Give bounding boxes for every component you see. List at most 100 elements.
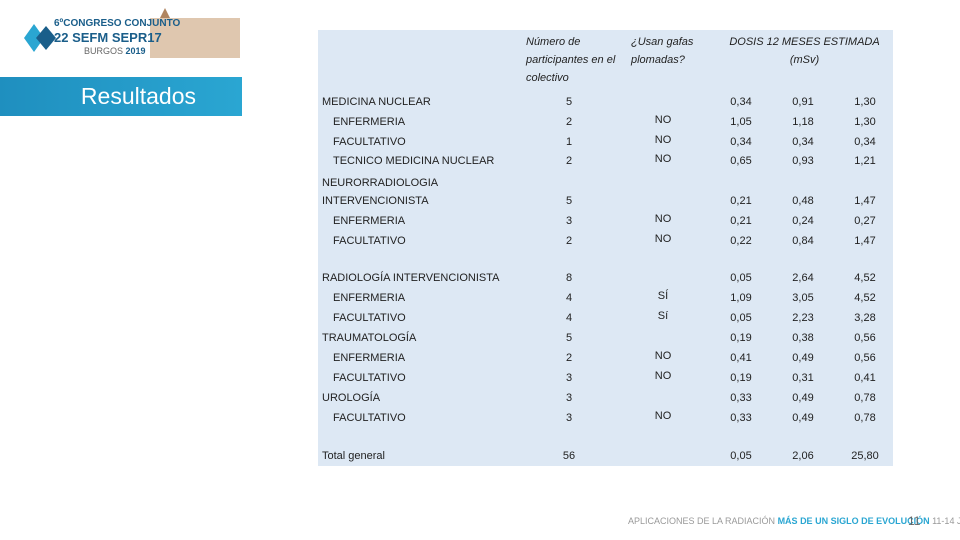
- dose: 2,23: [792, 312, 814, 324]
- dose: 0,34: [730, 136, 752, 148]
- dose: 0,78: [854, 392, 876, 404]
- logo-line3: BURGOS 2019: [84, 46, 146, 56]
- dose: 0,91: [792, 96, 814, 108]
- dose: 0,33: [730, 392, 752, 404]
- dose: 1,21: [854, 155, 876, 167]
- row-label: TRAUMATOLOGÍA: [322, 332, 417, 344]
- cathedral: [160, 8, 170, 18]
- dose: 0,93: [792, 155, 814, 167]
- logo-text: CONGRESO CONJUNTO: [63, 18, 181, 29]
- dose: 1,30: [854, 116, 876, 128]
- participants: 2: [565, 116, 573, 128]
- dose: 1,09: [730, 292, 752, 304]
- logo-shape: [24, 24, 44, 52]
- logo-graphic: [24, 8, 240, 58]
- dose: 0,24: [792, 215, 814, 227]
- header-goggles: ¿Usan gafas plomadas?: [631, 36, 694, 66]
- dose: 0,49: [792, 352, 814, 364]
- goggles: NO: [654, 410, 672, 422]
- dose: 0,27: [854, 215, 876, 227]
- row-label: FACULTATIVO: [333, 136, 406, 148]
- cathedral: [150, 18, 240, 58]
- logo-line2: 22 SEFM SEPR17: [54, 30, 162, 45]
- dose: 0,78: [854, 412, 876, 424]
- logo-text: 17: [147, 30, 162, 45]
- dose: 25,80: [851, 450, 879, 462]
- goggles: Sí: [657, 310, 669, 322]
- header-participants: Número de participantes en el colectivo: [526, 36, 616, 84]
- participants: 3: [565, 372, 573, 384]
- participants: 5: [565, 96, 573, 108]
- footer-text: APLICACIONES DE LA RADIACIÓN: [628, 516, 776, 526]
- row-label: Total general: [322, 450, 385, 462]
- dose: 0,22: [730, 235, 752, 247]
- participants: 8: [565, 272, 573, 284]
- goggles: NO: [654, 153, 672, 165]
- dose: 0,05: [730, 312, 752, 324]
- row-label: FACULTATIVO: [333, 412, 406, 424]
- dose: 0,05: [730, 450, 752, 462]
- dose: 1,18: [792, 116, 814, 128]
- participants: 1: [565, 136, 573, 148]
- participants: 4: [565, 312, 573, 324]
- dose: 0,31: [792, 372, 814, 384]
- footer-text: MÁS DE UN SIGLO DE EVOLUCIÓN: [777, 516, 930, 526]
- goggles: NO: [654, 233, 672, 245]
- dose: 4,52: [854, 272, 876, 284]
- header-dose: DOSIS 12 MESES ESTIMADA (mSv): [729, 36, 880, 66]
- dose: 3,28: [854, 312, 876, 324]
- section-title: Resultados: [0, 77, 242, 116]
- dose: 0,33: [730, 412, 752, 424]
- dose: 0,56: [854, 332, 876, 344]
- participants: 56: [562, 450, 576, 462]
- dose: 0,65: [730, 155, 752, 167]
- dose: 0,84: [792, 235, 814, 247]
- dose: 0,34: [792, 136, 814, 148]
- dose: 0,48: [792, 195, 814, 207]
- dose: 2,64: [792, 272, 814, 284]
- logo-text: 6º: [54, 18, 64, 29]
- dose: 0,41: [730, 352, 752, 364]
- participants: 2: [565, 155, 573, 167]
- table: Número de participantes en el colectivo ¿…: [318, 30, 893, 466]
- row-label: ENFERMERIA: [333, 292, 406, 304]
- dose: 2,06: [792, 450, 814, 462]
- row-label: NEURORRADIOLOGIA INTERVENCIONISTA: [322, 177, 438, 207]
- dose: 0,38: [792, 332, 814, 344]
- dose: 0,19: [730, 332, 752, 344]
- dose: 3,05: [792, 292, 814, 304]
- row-label: FACULTATIVO: [333, 312, 406, 324]
- dose: 0,34: [854, 136, 876, 148]
- participants: 2: [565, 235, 573, 247]
- goggles: SÍ: [657, 290, 669, 302]
- participants: 3: [565, 392, 573, 404]
- dose: 1,30: [854, 96, 876, 108]
- dose: 0,34: [730, 96, 752, 108]
- dose: 1,05: [730, 116, 752, 128]
- participants: 3: [565, 215, 573, 227]
- participants: 5: [565, 195, 573, 207]
- logo-line1: 6ºCONGRESO CONJUNTO: [54, 18, 180, 29]
- dose: 0,21: [730, 195, 752, 207]
- dose: 0,49: [792, 412, 814, 424]
- footer: APLICACIONES DE LA RADIACIÓN MÁS DE UN S…: [628, 516, 960, 526]
- dose: 1,47: [854, 235, 876, 247]
- logo-text: 22: [54, 30, 69, 45]
- dose: 0,19: [730, 372, 752, 384]
- row-label: ENFERMERIA: [333, 352, 406, 364]
- logo-text: BURGOS: [84, 46, 124, 56]
- goggles: NO: [654, 134, 672, 146]
- row-label: TECNICO MEDICINA NUCLEAR: [333, 155, 495, 167]
- goggles: NO: [654, 213, 672, 225]
- logo-text: 2019: [125, 46, 146, 56]
- participants: 3: [565, 412, 573, 424]
- participants: 5: [565, 332, 573, 344]
- row-label: UROLOGÍA: [322, 392, 381, 404]
- goggles: NO: [654, 350, 672, 362]
- row-label: ENFERMERIA: [333, 215, 406, 227]
- dose: 1,47: [854, 195, 876, 207]
- dose: 0,49: [792, 392, 814, 404]
- logo-text: SEPR: [111, 30, 148, 45]
- logo-shape: [36, 26, 56, 50]
